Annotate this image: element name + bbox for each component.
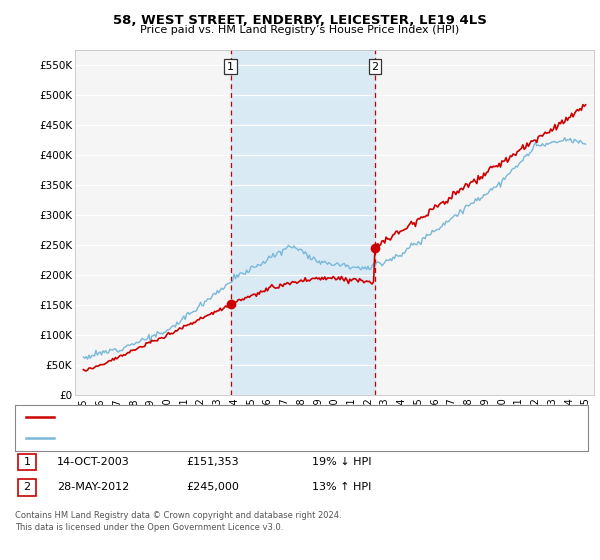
Text: 28-MAY-2012: 28-MAY-2012 (57, 482, 129, 492)
Text: 1: 1 (23, 457, 31, 467)
Text: 2: 2 (371, 62, 379, 72)
Text: 2: 2 (23, 482, 31, 492)
Text: 14-OCT-2003: 14-OCT-2003 (57, 457, 130, 467)
Text: £245,000: £245,000 (186, 482, 239, 492)
Text: This data is licensed under the Open Government Licence v3.0.: This data is licensed under the Open Gov… (15, 523, 283, 532)
Text: 58, WEST STREET, ENDERBY, LEICESTER, LE19 4LS (detached house): 58, WEST STREET, ENDERBY, LEICESTER, LE1… (60, 412, 398, 422)
Text: HPI: Average price, detached house, Blaby: HPI: Average price, detached house, Blab… (60, 433, 268, 444)
Text: 1: 1 (227, 62, 234, 72)
Text: Price paid vs. HM Land Registry’s House Price Index (HPI): Price paid vs. HM Land Registry’s House … (140, 25, 460, 35)
Text: 13% ↑ HPI: 13% ↑ HPI (312, 482, 371, 492)
Bar (230, 50, 375, 395)
Text: 58, WEST STREET, ENDERBY, LEICESTER, LE19 4LS: 58, WEST STREET, ENDERBY, LEICESTER, LE1… (113, 14, 487, 27)
Text: Contains HM Land Registry data © Crown copyright and database right 2024.: Contains HM Land Registry data © Crown c… (15, 511, 341, 520)
Text: 19% ↓ HPI: 19% ↓ HPI (312, 457, 371, 467)
Text: £151,353: £151,353 (186, 457, 239, 467)
